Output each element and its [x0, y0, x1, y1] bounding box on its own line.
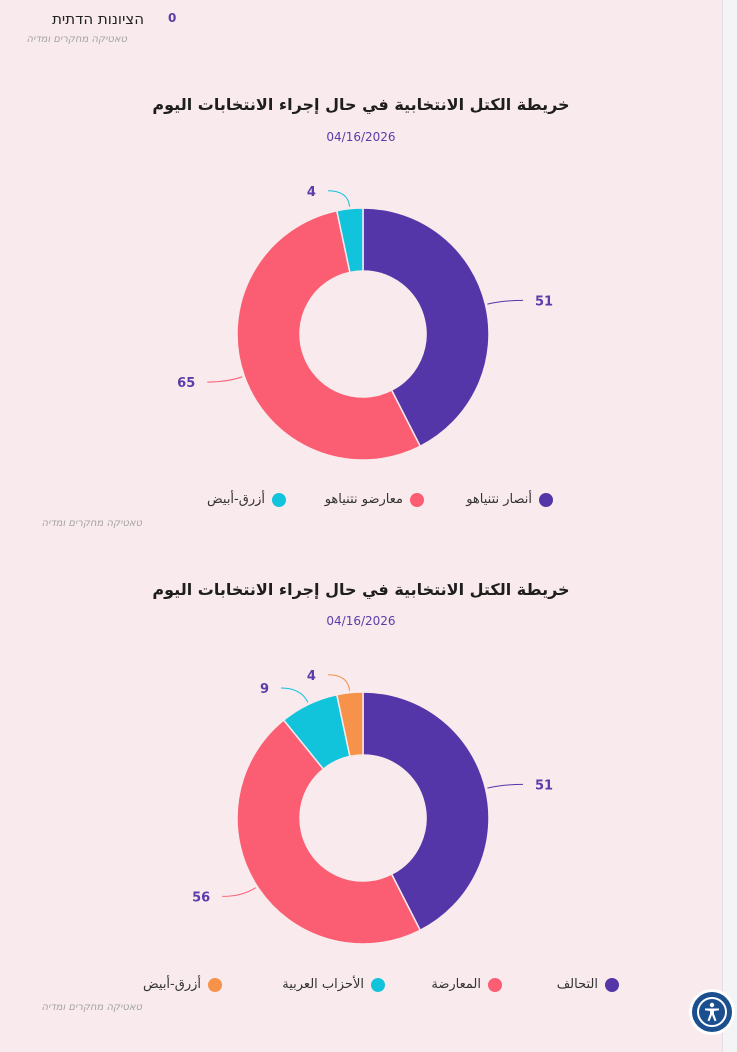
legend-item[interactable]: أنصار نتنياهو	[466, 492, 553, 507]
legend-item[interactable]: أزرق-أبيض	[207, 492, 286, 507]
accessibility-icon	[692, 992, 732, 1032]
leader-line	[281, 687, 309, 703]
main-panel	[0, 0, 722, 1052]
legend-swatch	[539, 492, 553, 507]
data-label: 9	[260, 682, 269, 697]
leader-line	[207, 376, 243, 383]
top-row: הציונות הדתית 0 טאטיקה מחקרים ומדיה	[0, 0, 722, 50]
chart-title: خريطة الكتل الانتخابية في حال إجراء الان…	[152, 95, 570, 114]
legend-item[interactable]: المعارضة	[431, 977, 502, 992]
data-label: 65	[177, 376, 195, 391]
legend-swatch	[272, 492, 286, 507]
legend-label: أزرق-أبيض	[142, 977, 201, 992]
legend-item[interactable]: الأحزاب العربية	[282, 977, 385, 992]
legend-item[interactable]: أزرق-أبيض	[143, 977, 222, 992]
donut-chart: 51 65 4	[177, 185, 553, 461]
legend-item[interactable]: معارضو نتنياهو	[325, 492, 424, 507]
legend-label: الأحزاب العربية	[282, 977, 364, 992]
chart-title: خريطة الكتل الانتخابية في حال إجراء الان…	[152, 580, 570, 599]
party-label: הציונות הדתית	[52, 10, 144, 28]
leader-line	[487, 299, 524, 305]
legend-item[interactable]: التحالف	[557, 977, 619, 992]
chart-date: 04/16/2026	[326, 614, 396, 628]
legend-swatch	[488, 977, 502, 992]
accessibility-button[interactable]	[689, 989, 735, 1035]
source-note: טאטיקה מחקרים ומדיה	[41, 1002, 142, 1013]
party-value: 0	[168, 11, 177, 25]
legend-swatch	[208, 977, 222, 992]
data-label: 4	[307, 669, 316, 684]
donut-slice[interactable]	[362, 207, 490, 448]
leader-line	[327, 190, 351, 207]
data-label: 51	[535, 294, 553, 309]
leader-line	[487, 783, 524, 789]
legend-swatch	[605, 977, 619, 992]
data-label: 51	[535, 778, 553, 793]
donut-slice[interactable]	[236, 209, 422, 461]
data-label: 4	[307, 185, 316, 200]
donut-slice[interactable]	[335, 207, 364, 274]
data-label: 56	[192, 890, 210, 905]
leader-line	[327, 674, 351, 691]
chart-date: 04/16/2026	[326, 130, 396, 144]
legend-label: أزرق-أبيض	[206, 492, 265, 507]
legend-label: معارضو نتنياهو	[324, 492, 403, 507]
legend-label: التحالف	[556, 977, 598, 992]
scrollbar-track[interactable]	[722, 0, 737, 1052]
source-note: טאטיקה מחקרים ומדיה	[41, 518, 142, 529]
leader-line	[222, 887, 256, 897]
donut-chart: 51 56 9 4	[192, 669, 553, 945]
donut-slice[interactable]	[236, 719, 422, 945]
donut-slice[interactable]	[362, 691, 490, 932]
legend-label: المعارضة	[431, 977, 481, 992]
source-note: טאטיקה מחקרים ומדיה	[26, 34, 127, 45]
legend-swatch	[410, 492, 424, 507]
donut-slice[interactable]	[335, 691, 364, 758]
legend-label: أنصار نتنياهو	[466, 492, 532, 507]
legend-swatch	[371, 977, 385, 992]
